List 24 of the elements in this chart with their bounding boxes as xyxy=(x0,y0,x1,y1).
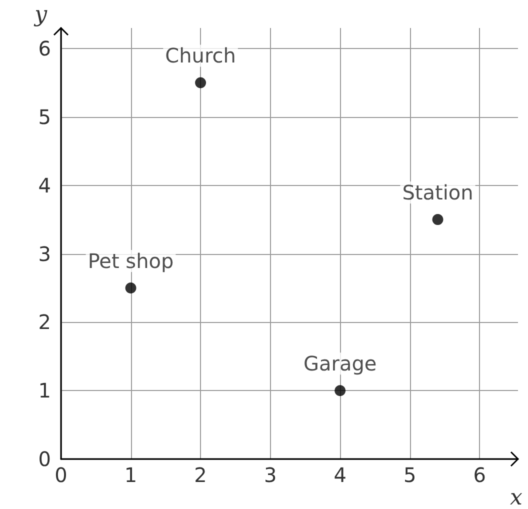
x-tick-label: 5 xyxy=(403,463,416,487)
annotation: Pet shop xyxy=(88,248,174,273)
y-tick-label: 5 xyxy=(38,104,51,129)
x-tick-label: 4 xyxy=(334,463,346,487)
y-tick-label: 4 xyxy=(38,173,51,198)
y-tick-label: 2 xyxy=(38,310,51,334)
annotation: Church xyxy=(165,44,236,68)
point xyxy=(195,77,206,88)
y-tick-label: 1 xyxy=(38,378,51,403)
y-tick-label: 6 xyxy=(38,36,51,61)
x-tick-label: 1 xyxy=(124,463,138,487)
y-axis-title: y xyxy=(34,2,48,28)
x-tick-label: 0 xyxy=(54,463,68,487)
x-axis-title: x xyxy=(510,486,523,509)
y-tick-label: 0 xyxy=(38,447,51,471)
x-tick-label: 6 xyxy=(473,463,486,487)
y-tick-label: 3 xyxy=(38,242,51,266)
annotation: Station xyxy=(402,180,474,205)
point xyxy=(334,385,346,396)
annotation: Garage xyxy=(303,352,377,376)
point xyxy=(432,214,444,226)
point xyxy=(125,282,136,294)
x-tick-label: 2 xyxy=(194,463,207,487)
x-tick-label: 3 xyxy=(264,463,277,487)
